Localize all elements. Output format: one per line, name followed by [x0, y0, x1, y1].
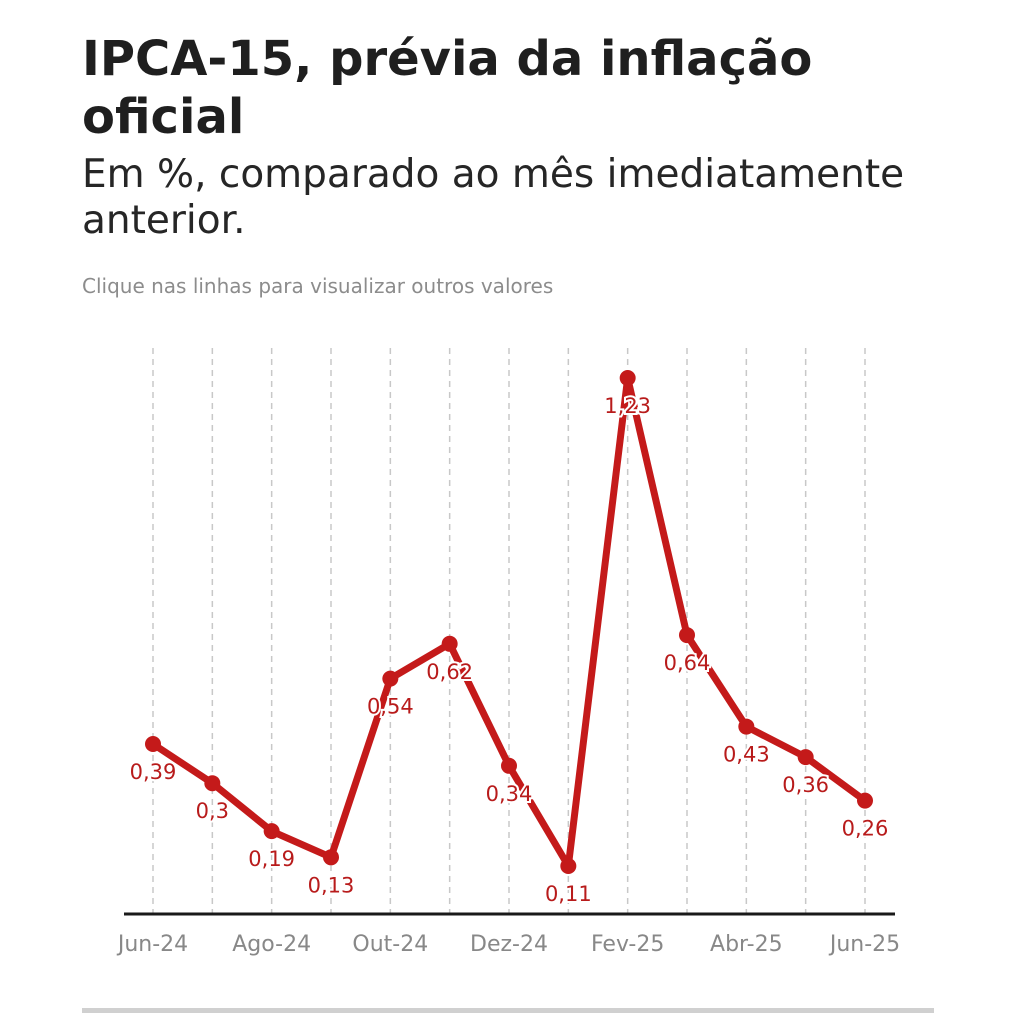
data-point[interactable] [679, 627, 695, 644]
x-tick-label: Ago-24 [232, 932, 311, 957]
data-label: 0,64 [664, 651, 711, 675]
chart-subtitle: Em %, comparado ao mês imediatamente ant… [82, 152, 905, 243]
x-tick-label: Jun-25 [828, 932, 900, 957]
data-point[interactable] [145, 736, 161, 752]
bottom-divider [82, 1008, 934, 1013]
data-point[interactable] [263, 823, 280, 840]
data-label: 0,34 [486, 782, 533, 806]
data-label: 0,39 [130, 760, 177, 784]
data-point[interactable] [857, 792, 873, 809]
data-label: 0,11 [545, 882, 592, 906]
data-label: 0,54 [367, 695, 414, 719]
x-tick-label: Abr-25 [710, 932, 783, 957]
x-tick-label: Jun-24 [116, 932, 188, 957]
data-label: 0,19 [248, 847, 295, 871]
x-tick-label: Fev-25 [591, 932, 664, 957]
data-label: 0,13 [308, 873, 355, 897]
data-point[interactable] [382, 670, 399, 687]
data-label: 1,23 [604, 394, 651, 418]
hint-text: Clique nas linhas para visualizar outros… [82, 274, 554, 298]
data-label: 0,43 [723, 743, 770, 767]
data-point[interactable] [323, 849, 339, 866]
data-point[interactable] [619, 370, 636, 386]
data-label: 0,62 [426, 660, 473, 684]
chart-title: IPCA-15, prévia da inflação oficial [82, 31, 813, 145]
data-point[interactable] [501, 757, 517, 774]
data-point[interactable] [560, 858, 577, 874]
data-label: 0,36 [782, 773, 829, 797]
data-label: 0,26 [842, 817, 889, 841]
data-point[interactable] [738, 718, 755, 735]
data-point[interactable] [797, 749, 814, 766]
x-tick-label: Out-24 [352, 932, 428, 957]
data-point[interactable] [204, 775, 221, 792]
x-tick-label: Dez-24 [470, 932, 548, 957]
data-label: 0,3 [196, 799, 229, 823]
data-point[interactable] [441, 635, 458, 652]
